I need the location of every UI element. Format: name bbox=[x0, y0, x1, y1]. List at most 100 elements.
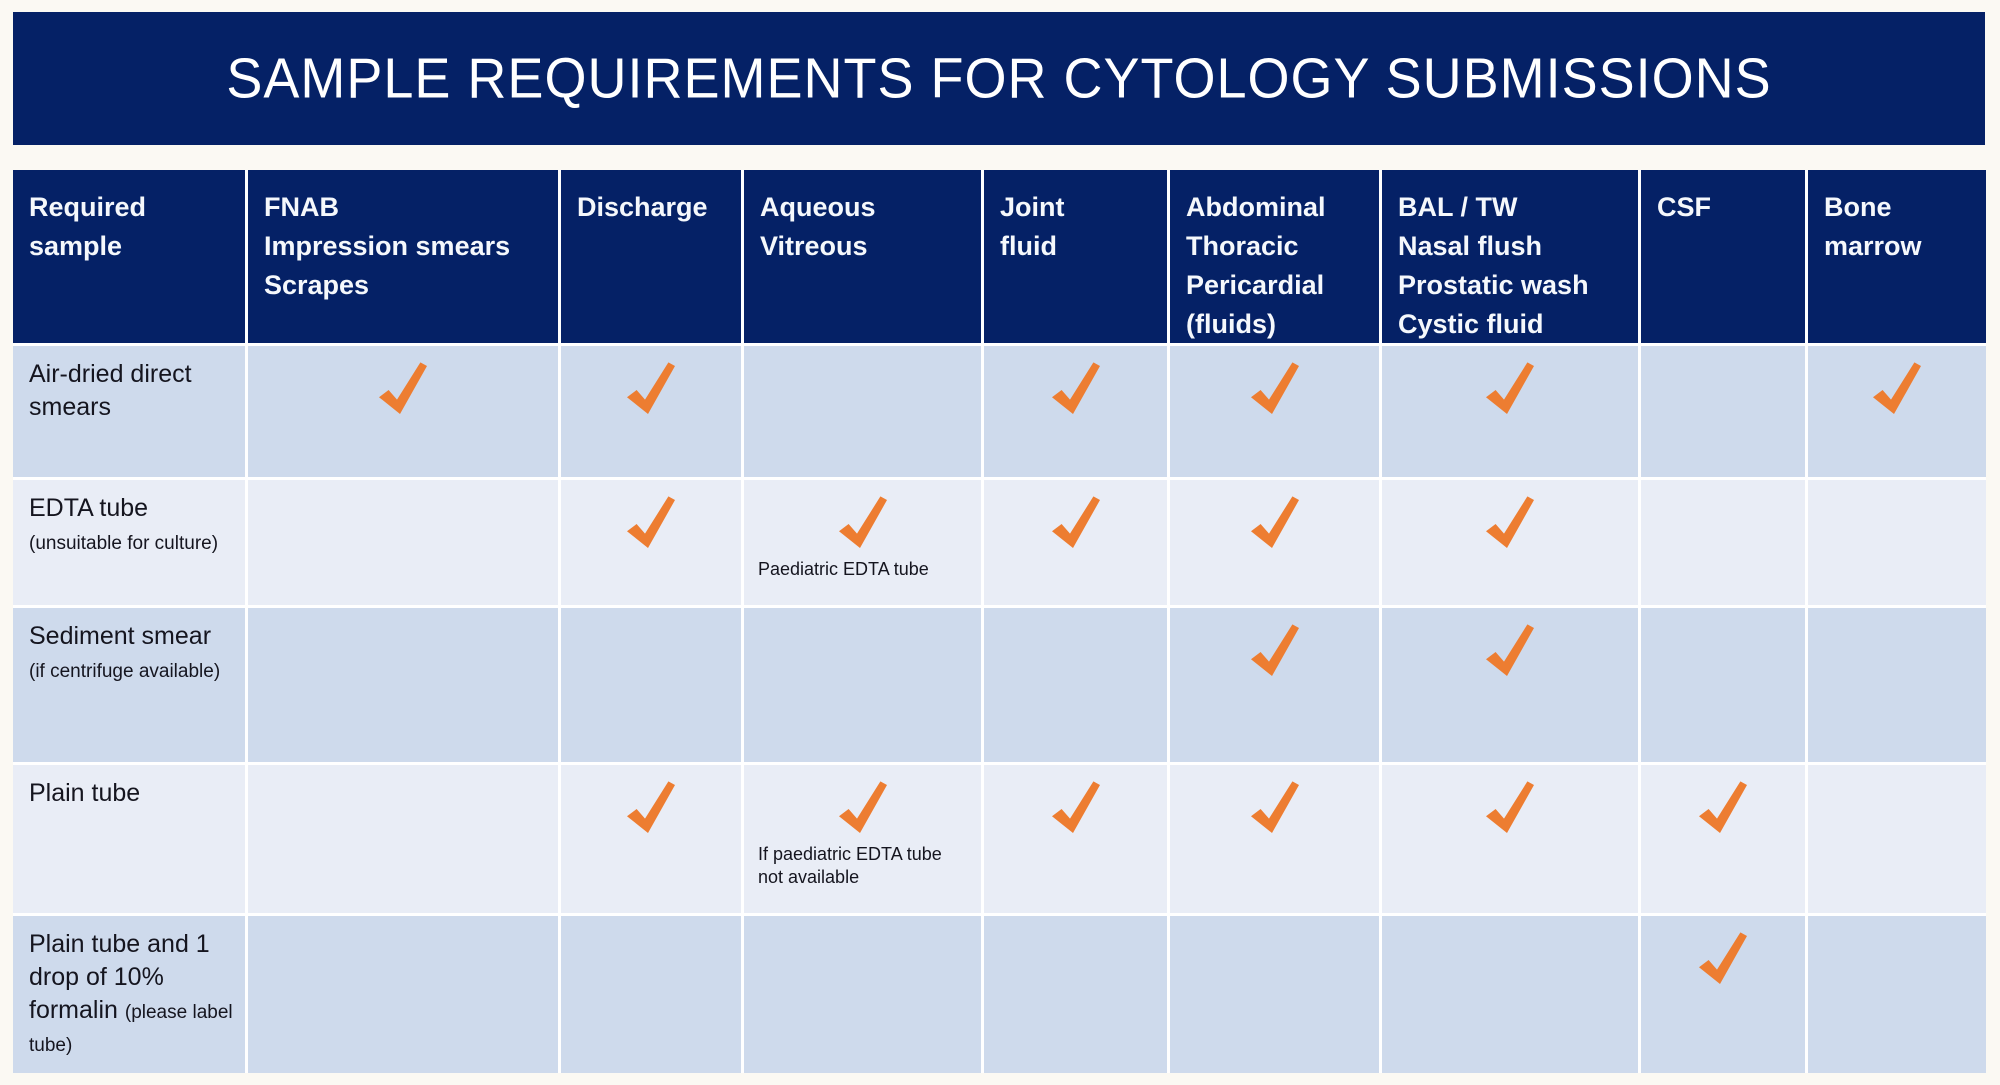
checkmark bbox=[1867, 930, 1927, 990]
checkmark bbox=[1480, 622, 1540, 682]
check-cell bbox=[248, 346, 558, 477]
checkmark bbox=[1480, 360, 1540, 420]
column-header-discharge: Discharge bbox=[561, 170, 741, 343]
check-icon bbox=[1699, 932, 1747, 984]
checkmark bbox=[1046, 930, 1106, 990]
checkmark bbox=[833, 494, 893, 554]
check-cell bbox=[561, 765, 741, 913]
column-header-label: CSF bbox=[1657, 192, 1711, 222]
check-cell bbox=[984, 765, 1167, 913]
title-banner: SAMPLE REQUIREMENTS FOR CYTOLOGY SUBMISS… bbox=[13, 12, 1985, 145]
check-cell bbox=[1641, 916, 1805, 1073]
check-icon bbox=[627, 496, 675, 548]
check-cell bbox=[1382, 608, 1638, 762]
requirements-table: Required sample FNAB Impression smears S… bbox=[13, 170, 1986, 1073]
checkmark bbox=[1693, 622, 1753, 682]
check-cell bbox=[744, 916, 981, 1073]
column-header-required-sample: Required sample bbox=[13, 170, 245, 343]
column-header-csf: CSF bbox=[1641, 170, 1805, 343]
check-cell bbox=[1641, 608, 1805, 762]
check-cell bbox=[984, 346, 1167, 477]
check-icon bbox=[1486, 362, 1534, 414]
column-header-label: Joint fluid bbox=[1000, 192, 1065, 262]
checkmark bbox=[1245, 930, 1305, 990]
column-header-label: Abdominal Thoracic Pericardial (fluids) bbox=[1186, 192, 1326, 340]
check-cell bbox=[1382, 916, 1638, 1073]
checkmark bbox=[621, 622, 681, 682]
checkmark bbox=[833, 779, 893, 839]
checkmark bbox=[833, 622, 893, 682]
checkmark bbox=[373, 930, 433, 990]
checkmark bbox=[1046, 779, 1106, 839]
check-icon bbox=[1873, 362, 1921, 414]
check-cell bbox=[248, 765, 558, 913]
check-icon bbox=[627, 781, 675, 833]
column-header-fnab: FNAB Impression smears Scrapes bbox=[248, 170, 558, 343]
checkmark bbox=[1046, 494, 1106, 554]
checkmark bbox=[1480, 779, 1540, 839]
column-header-label: BAL / TW Nasal flush Prostatic wash Cyst… bbox=[1398, 192, 1589, 340]
check-icon bbox=[1051, 781, 1100, 833]
checkmark bbox=[373, 622, 433, 682]
column-header-bal-tw: BAL / TW Nasal flush Prostatic wash Cyst… bbox=[1382, 170, 1638, 343]
column-header-joint-fluid: Joint fluid bbox=[984, 170, 1167, 343]
check-cell bbox=[1641, 480, 1805, 605]
check-icon bbox=[838, 781, 887, 833]
check-cell bbox=[1808, 480, 1986, 605]
checkmark bbox=[373, 494, 433, 554]
check-cell bbox=[561, 608, 741, 762]
check-cell bbox=[561, 916, 741, 1073]
checkmark bbox=[1480, 930, 1540, 990]
check-cell bbox=[1808, 346, 1986, 477]
checkmark bbox=[621, 494, 681, 554]
checkmark bbox=[1046, 360, 1106, 420]
column-header-bone-marrow: Bone marrow bbox=[1808, 170, 1986, 343]
check-cell bbox=[1641, 765, 1805, 913]
check-cell bbox=[744, 608, 981, 762]
column-header-label: Bone marrow bbox=[1824, 192, 1922, 262]
check-cell bbox=[248, 480, 558, 605]
check-cell bbox=[1641, 346, 1805, 477]
check-cell-paediatric-edta: Paediatric EDTA tube bbox=[744, 480, 981, 605]
row-label: EDTA tube bbox=[29, 494, 149, 522]
check-cell bbox=[984, 480, 1167, 605]
row-label-sediment-smear: Sediment smear (if centrifuge available) bbox=[13, 608, 245, 762]
check-icon bbox=[1051, 496, 1100, 548]
column-header-label: FNAB Impression smears Scrapes bbox=[264, 192, 511, 301]
check-icon bbox=[379, 362, 427, 414]
check-cell bbox=[744, 346, 981, 477]
checkmark bbox=[621, 360, 681, 420]
check-icon bbox=[627, 362, 675, 414]
checkmark bbox=[1245, 622, 1305, 682]
checkmark bbox=[621, 779, 681, 839]
row-label-plain-tube: Plain tube bbox=[13, 765, 245, 913]
check-cell bbox=[1170, 480, 1379, 605]
row-label: Sediment smear bbox=[29, 622, 212, 650]
row-label: Air-dried direct smears bbox=[29, 360, 192, 421]
checkmark bbox=[373, 779, 433, 839]
check-cell bbox=[1382, 346, 1638, 477]
check-cell bbox=[984, 916, 1167, 1073]
check-icon bbox=[1486, 624, 1534, 676]
row-label-plain-tube-formalin: Plain tube and 1 drop of 10% formalin (p… bbox=[13, 916, 245, 1073]
checkmark bbox=[1693, 779, 1753, 839]
checkmark bbox=[1245, 360, 1305, 420]
checkmark bbox=[833, 930, 893, 990]
checkmark bbox=[1245, 494, 1305, 554]
column-header-abdominal-fluids: Abdominal Thoracic Pericardial (fluids) bbox=[1170, 170, 1379, 343]
checkmark bbox=[621, 930, 681, 990]
check-cell bbox=[1808, 608, 1986, 762]
checkmark bbox=[1867, 360, 1927, 420]
checkmark bbox=[1867, 494, 1927, 554]
check-icon bbox=[1486, 496, 1534, 548]
row-label: Plain tube and 1 drop of 10% formalin bbox=[29, 930, 210, 1024]
checkmark bbox=[1693, 930, 1753, 990]
check-cell-paediatric-fallback: If paediatric EDTA tube not available bbox=[744, 765, 981, 913]
column-header-label: Aqueous Vitreous bbox=[760, 192, 876, 262]
checkmark bbox=[1693, 494, 1753, 554]
check-cell bbox=[1382, 480, 1638, 605]
check-cell bbox=[1170, 346, 1379, 477]
checkmark bbox=[1867, 779, 1927, 839]
check-cell bbox=[1808, 916, 1986, 1073]
